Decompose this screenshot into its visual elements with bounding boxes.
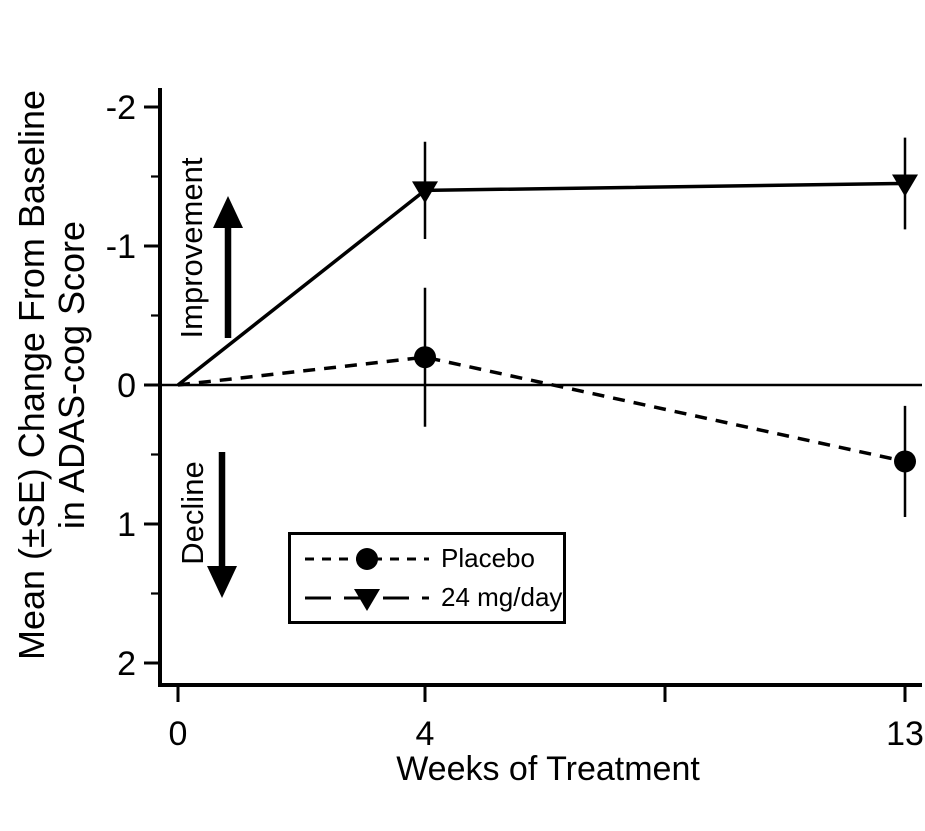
decline-annotation: Decline: [175, 461, 210, 565]
legend: Placebo 24 mg/day: [288, 532, 566, 624]
y-tick-label: 0: [117, 367, 136, 405]
drug-24mg-day-marker: [412, 181, 438, 204]
drug-24mg-day-line: [176, 181, 906, 387]
x-axis-title: Weeks of Treatment: [396, 750, 700, 788]
y-tick-label: -1: [106, 228, 136, 266]
x-tick-label: 4: [416, 715, 435, 753]
placebo-line-marker-icon: [305, 547, 429, 570]
drug-24mg-day-legend-marker: [354, 588, 380, 611]
drug-24mg-day-marker: [892, 174, 918, 197]
y-tick-label: 1: [117, 506, 136, 544]
x-tick-label: 13: [886, 715, 924, 753]
placebo-marker: [414, 346, 436, 369]
placebo-legend-marker: [356, 547, 378, 570]
legend-label-placebo: Placebo: [441, 543, 535, 573]
legend-item-placebo: Placebo: [303, 543, 563, 574]
down-arrow-icon: [207, 566, 237, 598]
y-axis-title-line2: in ADAS-cog Score: [51, 220, 92, 530]
placebo-marker: [894, 450, 916, 473]
y-axis-title-line1: Mean (±SE) Change From Baseline: [11, 90, 52, 661]
y-tick-label: 2: [117, 645, 136, 683]
placebo-line: [177, 355, 906, 464]
improvement-annotation: Improvement: [174, 157, 209, 339]
legend-label-24mg-day: 24 mg/day: [441, 582, 563, 612]
drug-line-marker-icon: [305, 588, 429, 611]
legend-item-24mg-day: 24 mg/day: [303, 582, 563, 613]
up-arrow-icon: [213, 196, 243, 228]
y-tick-label: -2: [106, 89, 136, 127]
x-tick-label: 0: [169, 715, 188, 753]
y-axis-title: Mean (±SE) Change From Baseline in ADAS-…: [11, 55, 92, 695]
